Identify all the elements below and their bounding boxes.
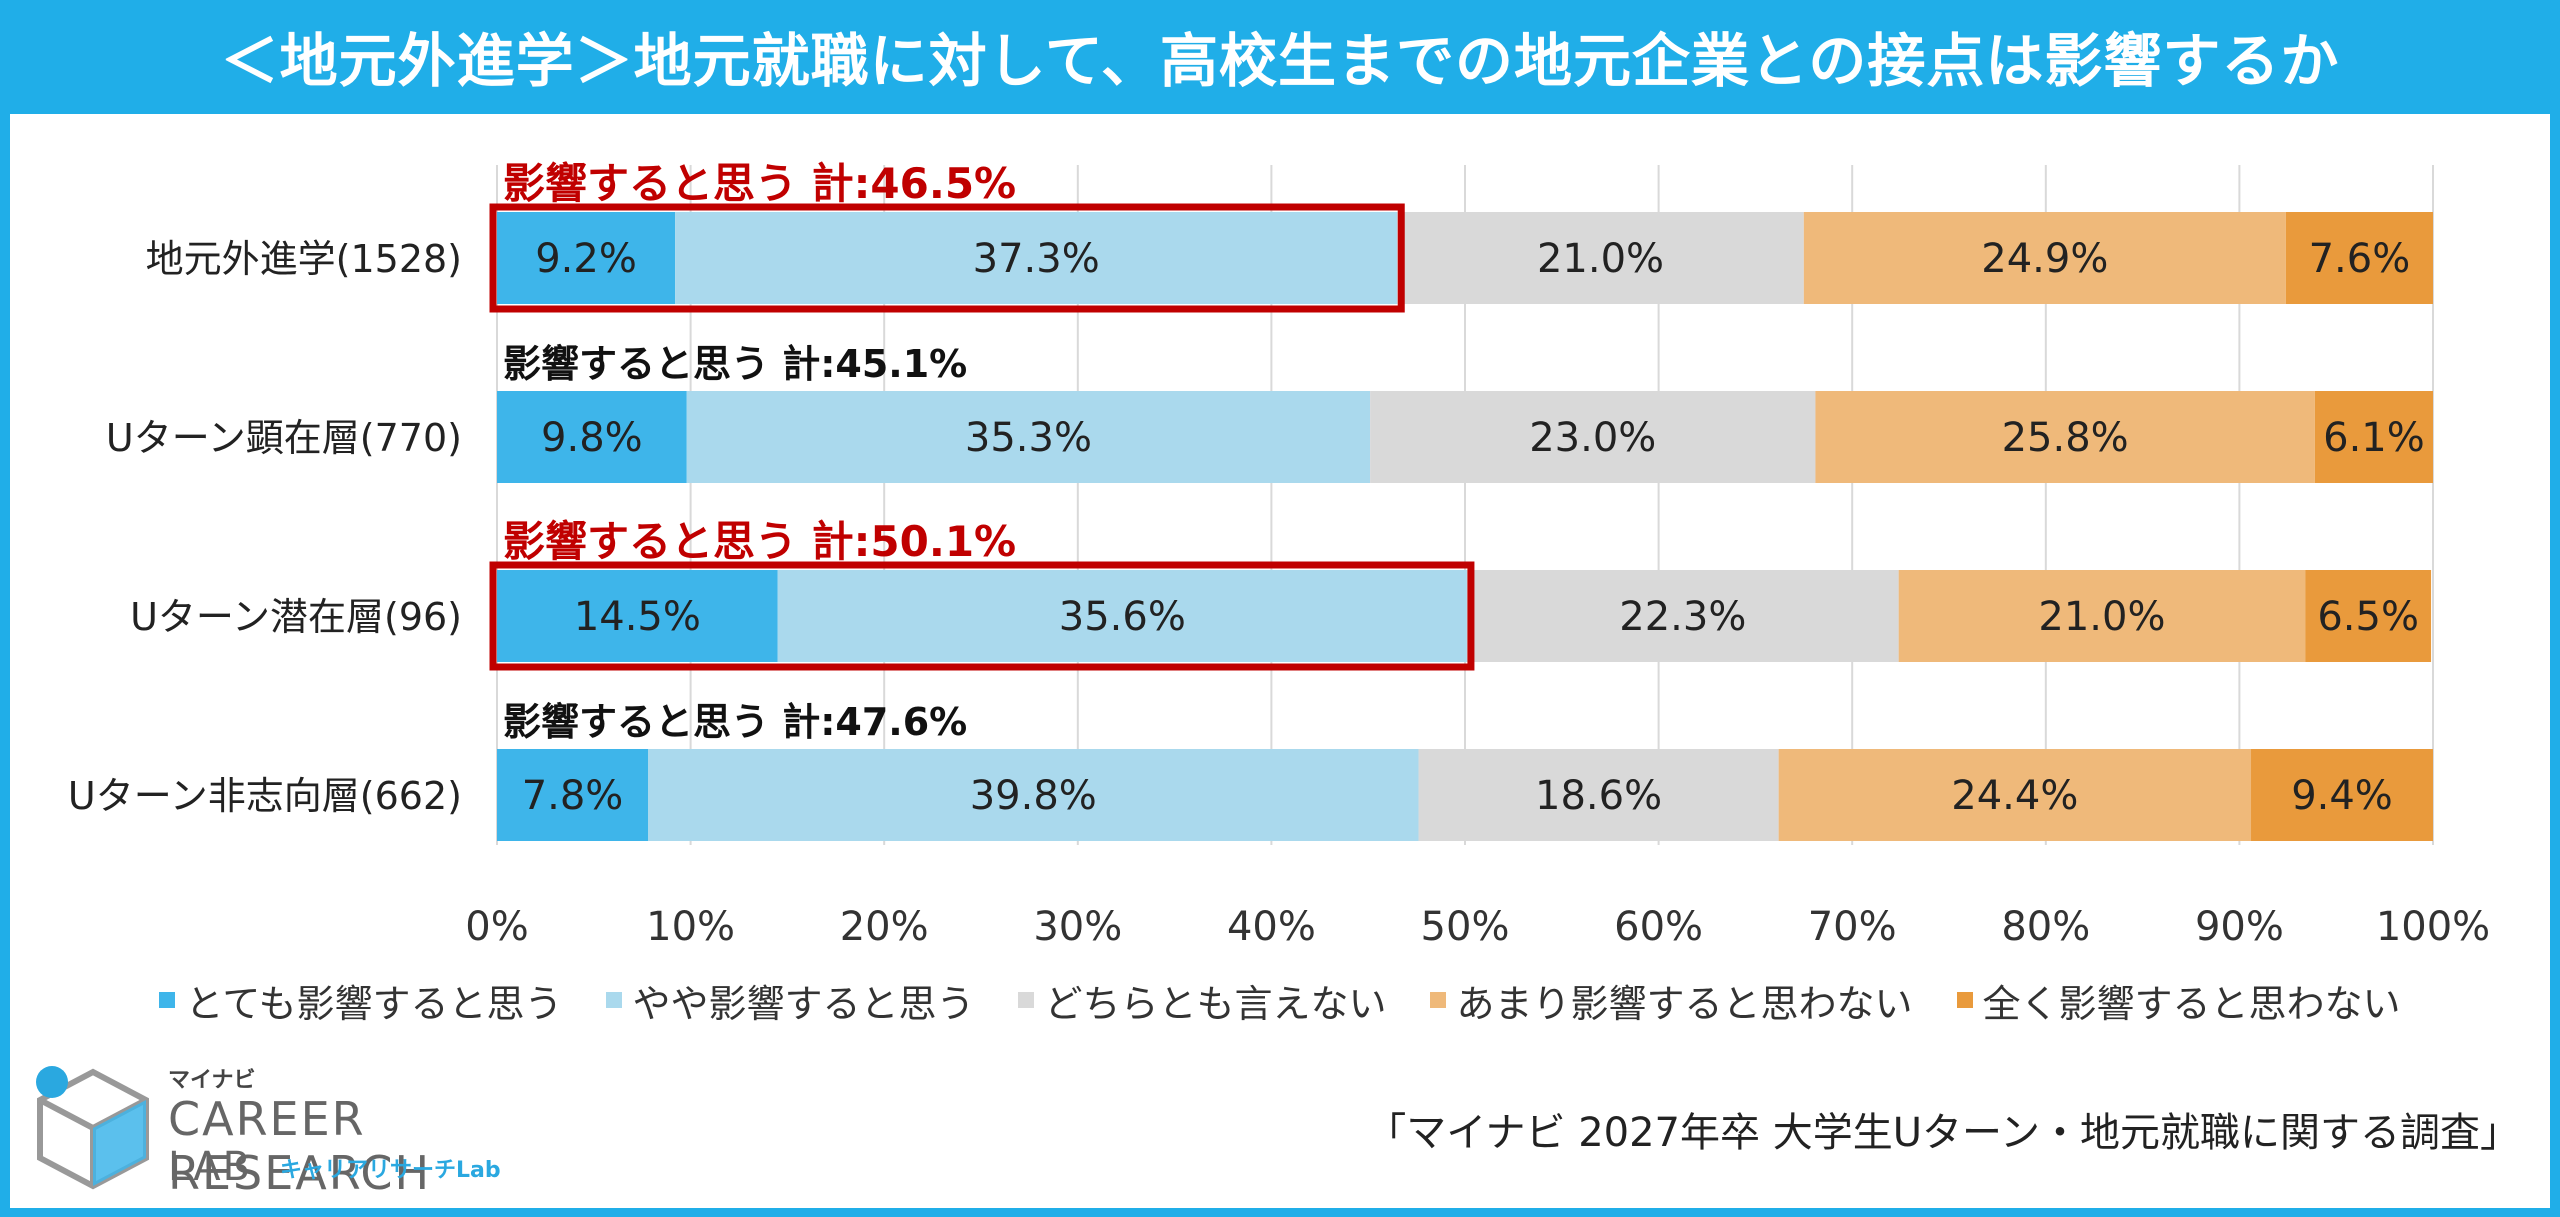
data-label: 7.8% <box>522 773 624 819</box>
bar-segment <box>1803 212 2286 304</box>
data-label: 25.8% <box>2002 415 2129 461</box>
legend-item: やや影響すると思う <box>606 973 974 1028</box>
bar-segment <box>648 749 1419 841</box>
x-tick-label: 100% <box>2376 904 2490 950</box>
data-label: 6.1% <box>2323 415 2425 461</box>
bar-segment <box>497 391 687 483</box>
source-note: 「マイナビ 2027年卒 大学生Uターン・地元就職に関する調査」 <box>1366 1110 2521 1156</box>
bar-segment <box>497 570 778 662</box>
x-tick-label: 60% <box>1614 904 1703 950</box>
bar-segment <box>2305 570 2432 662</box>
data-label: 35.6% <box>1059 594 1186 640</box>
category-label: 地元外進学(1528) <box>146 237 462 281</box>
legend-swatch <box>159 992 176 1008</box>
bar-segment <box>777 570 1467 662</box>
x-tick-label: 50% <box>1421 904 1510 950</box>
legend-label: あまり影響すると思わない <box>1456 981 1913 1026</box>
legend-item: あまり影響すると思わない <box>1430 973 1913 1028</box>
data-label: 24.4% <box>1951 773 2078 819</box>
data-label: 21.0% <box>2038 594 2165 640</box>
company-logo: マイナビ CAREER RESEARCH LAB キャリアリサーチLab <box>28 1060 588 1200</box>
total-annotation: 影響すると思う 計:45.1% <box>503 342 967 386</box>
legend-item: とても影響すると思う <box>159 973 562 1028</box>
bar-segment <box>1898 570 2306 662</box>
bar-segment <box>2285 212 2433 304</box>
logo-brand-small: マイナビ <box>168 1068 256 1093</box>
bar-segment <box>497 212 676 304</box>
bar-segment <box>686 391 1371 483</box>
bar-segment <box>1778 749 2252 841</box>
category-label: Uターン顕在層(770) <box>106 416 462 460</box>
legend-label: やや影響すると思う <box>632 981 975 1026</box>
highlight-box <box>489 203 1405 313</box>
x-tick-label: 80% <box>2001 904 2090 950</box>
legend-item: 全く影響すると思わない <box>1956 973 2401 1028</box>
data-label: 18.6% <box>1535 773 1662 819</box>
bar-segment <box>1466 570 1899 662</box>
logo-lab: LAB <box>168 1144 253 1190</box>
legend-swatch <box>1430 992 1447 1008</box>
bar-segment <box>1370 391 1816 483</box>
data-label: 23.0% <box>1529 415 1656 461</box>
data-label: 22.3% <box>1619 594 1746 640</box>
data-label: 9.4% <box>2291 773 2393 819</box>
data-label: 37.3% <box>973 236 1100 282</box>
x-tick-label: 20% <box>840 904 929 950</box>
logo-career-research: CAREER RESEARCH <box>168 1092 432 1200</box>
data-label: 39.8% <box>970 773 1097 819</box>
bar-segment <box>675 212 1398 304</box>
data-label: 14.5% <box>574 594 701 640</box>
bar-segment <box>1815 391 2315 483</box>
x-tick-label: 10% <box>646 904 735 950</box>
category-label: Uターン潜在層(96) <box>130 595 462 639</box>
bar-segment <box>2314 391 2433 483</box>
legend-swatch <box>1018 992 1035 1008</box>
bar-segment <box>1397 212 1804 304</box>
x-tick-label: 90% <box>2195 904 2284 950</box>
x-tick-label: 0% <box>465 904 528 950</box>
category-label: Uターン非志向層(662) <box>68 774 462 818</box>
logo-subtitle: キャリアリサーチLab <box>280 1158 501 1183</box>
data-label: 9.8% <box>541 415 643 461</box>
legend-swatch <box>1956 992 1973 1008</box>
bar-segment <box>497 749 649 841</box>
bar-segment <box>2251 749 2433 841</box>
highlight-box <box>489 561 1475 671</box>
legend-label: どちらとも言えない <box>1044 981 1387 1026</box>
cube-logo-icon <box>36 1066 149 1190</box>
x-tick-label: 70% <box>1808 904 1897 950</box>
header-bar: ＜地元外進学＞地元就職に対して、高校生までの地元企業との接点は影響するか <box>0 0 2560 112</box>
legend-label: とても影響すると思う <box>185 981 563 1026</box>
chart-legend: とても影響すると思う やや影響すると思う どちらとも言えない あまり影響すると思わない… <box>0 973 2560 1028</box>
legend-swatch <box>606 992 623 1008</box>
data-label: 7.6% <box>2309 236 2411 282</box>
total-annotation: 影響すると思う 計:47.6% <box>503 700 967 744</box>
legend-item: どちらとも言えない <box>1018 973 1386 1028</box>
x-tick-label: 40% <box>1227 904 1316 950</box>
total-annotation: 影響すると思う 計:50.1% <box>503 517 1016 566</box>
bar-segment <box>1418 749 1779 841</box>
data-label: 21.0% <box>1537 236 1664 282</box>
data-label: 6.5% <box>2317 594 2419 640</box>
page-title: ＜地元外進学＞地元就職に対して、高校生までの地元企業との接点は影響するか <box>220 27 2340 95</box>
data-label: 24.9% <box>1981 236 2108 282</box>
data-label: 35.3% <box>965 415 1092 461</box>
x-tick-label: 30% <box>1033 904 1122 950</box>
data-label: 9.2% <box>535 236 637 282</box>
total-annotation: 影響すると思う 計:46.5% <box>503 159 1016 208</box>
legend-label: 全く影響すると思わない <box>1982 981 2401 1026</box>
